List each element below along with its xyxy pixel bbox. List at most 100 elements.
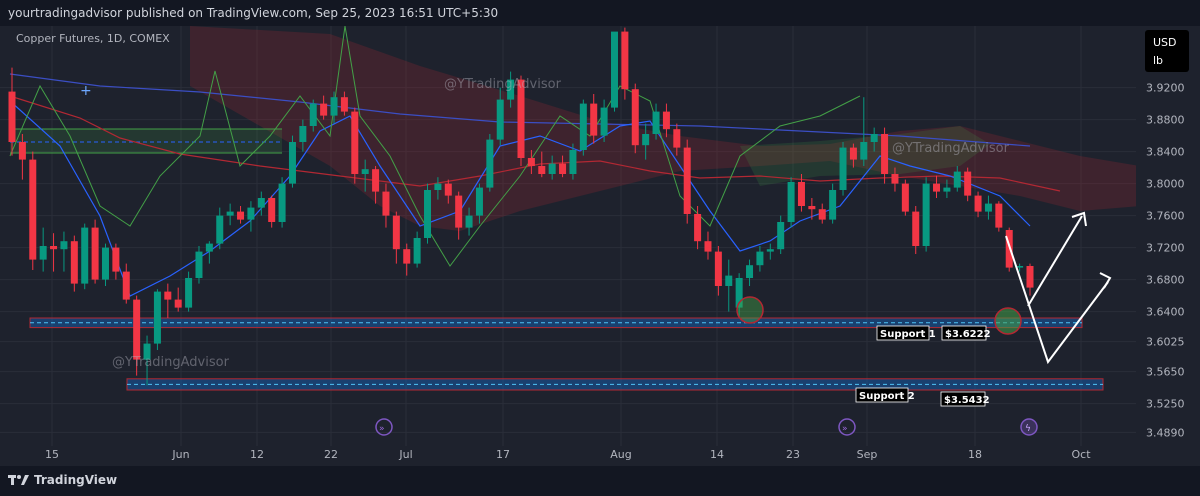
candle[interactable] [704,231,712,260]
candle[interactable] [683,139,691,224]
candle[interactable] [746,259,754,286]
candle[interactable] [486,134,494,192]
candle[interactable] [652,103,660,140]
candle[interactable] [164,283,172,318]
candle[interactable] [143,335,151,386]
candle[interactable] [870,127,878,152]
candle[interactable] [1005,227,1013,272]
candle[interactable] [849,143,857,168]
candle[interactable] [361,159,369,192]
candle[interactable] [621,27,629,100]
candle[interactable] [725,259,733,312]
candle[interactable] [226,203,234,226]
candle[interactable] [527,150,535,174]
candle[interactable] [195,246,203,284]
candle[interactable] [424,183,432,244]
candle[interactable] [174,287,182,312]
candle[interactable] [901,179,909,216]
candle[interactable] [81,223,89,290]
candle[interactable] [631,83,639,154]
candle[interactable] [912,206,920,254]
candle[interactable] [548,155,556,180]
candle[interactable] [18,134,26,180]
candle[interactable] [922,177,930,252]
candle[interactable] [392,211,400,264]
candle[interactable] [860,97,868,166]
candle[interactable] [714,246,722,296]
candle[interactable] [455,191,463,240]
candle[interactable] [475,183,483,224]
candle[interactable] [413,231,421,268]
candle[interactable] [496,87,504,146]
candle[interactable] [600,99,608,142]
candle[interactable] [610,31,618,112]
candle[interactable] [70,235,78,292]
candle[interactable] [662,103,670,138]
candle[interactable] [538,151,546,178]
candle[interactable] [797,174,805,212]
candle[interactable] [133,295,141,376]
candle[interactable] [995,201,1003,232]
candle[interactable] [153,289,161,350]
candle[interactable] [984,195,992,220]
candle[interactable] [507,71,515,108]
candle[interactable] [943,179,951,198]
candle[interactable] [122,263,130,304]
candle[interactable] [569,143,577,180]
candle[interactable] [257,191,265,216]
candle[interactable] [766,243,774,260]
candle[interactable] [964,167,972,202]
chart-area[interactable]: + » » ϟ Support 1 $3.6222 Support 2 $3.5… [0,26,1200,466]
candle[interactable] [101,243,109,286]
candle[interactable] [465,207,473,236]
candle[interactable] [351,107,359,184]
candle[interactable] [444,179,452,204]
candle[interactable] [60,231,68,272]
candle[interactable] [735,273,743,318]
candle[interactable] [268,195,276,228]
candle[interactable] [39,227,47,272]
currency-unit-selector[interactable]: USD lb [1145,30,1189,72]
candle[interactable] [933,175,941,198]
candle[interactable] [372,166,380,204]
candle[interactable] [403,243,411,276]
candle[interactable] [891,167,899,192]
price-chart[interactable]: + » » ϟ Support 1 $3.6222 Support 2 $3.5… [0,26,1200,466]
price-axis[interactable]: 3.9200 3.8800 3.8400 3.8000 3.7600 3.7200 3.68… [1146,82,1185,440]
candle[interactable] [642,123,650,160]
candle[interactable] [590,94,598,144]
candle[interactable] [953,166,961,192]
candle[interactable] [320,95,328,120]
candle[interactable] [216,207,224,250]
candle[interactable] [673,123,681,156]
candle[interactable] [559,155,567,178]
candle[interactable] [237,206,245,224]
candle[interactable] [8,67,16,156]
candle[interactable] [756,246,764,272]
candle[interactable] [974,191,982,218]
candle[interactable] [694,206,702,250]
candle[interactable] [829,183,837,224]
candle[interactable] [247,201,255,232]
candle[interactable] [839,142,847,196]
candle[interactable] [517,75,525,166]
candle[interactable] [205,241,213,264]
candle[interactable] [288,135,296,188]
candles[interactable] [8,27,1034,386]
candle[interactable] [185,271,193,312]
time-axis[interactable]: 15 Jun 12 22 Jul 17 Aug 14 23 Sep 18 Oct [45,448,1091,461]
candle[interactable] [777,215,785,254]
candle[interactable] [1026,263,1034,296]
candle[interactable] [50,233,58,272]
candle[interactable] [787,177,795,228]
candle[interactable] [278,177,286,228]
candle[interactable] [881,127,889,184]
candle[interactable] [579,99,587,156]
candle[interactable] [299,119,307,152]
candle[interactable] [382,183,390,228]
candle[interactable] [808,198,816,220]
candle[interactable] [91,219,99,284]
candle[interactable] [1016,263,1024,272]
candle[interactable] [434,177,442,200]
candle[interactable] [340,91,348,116]
